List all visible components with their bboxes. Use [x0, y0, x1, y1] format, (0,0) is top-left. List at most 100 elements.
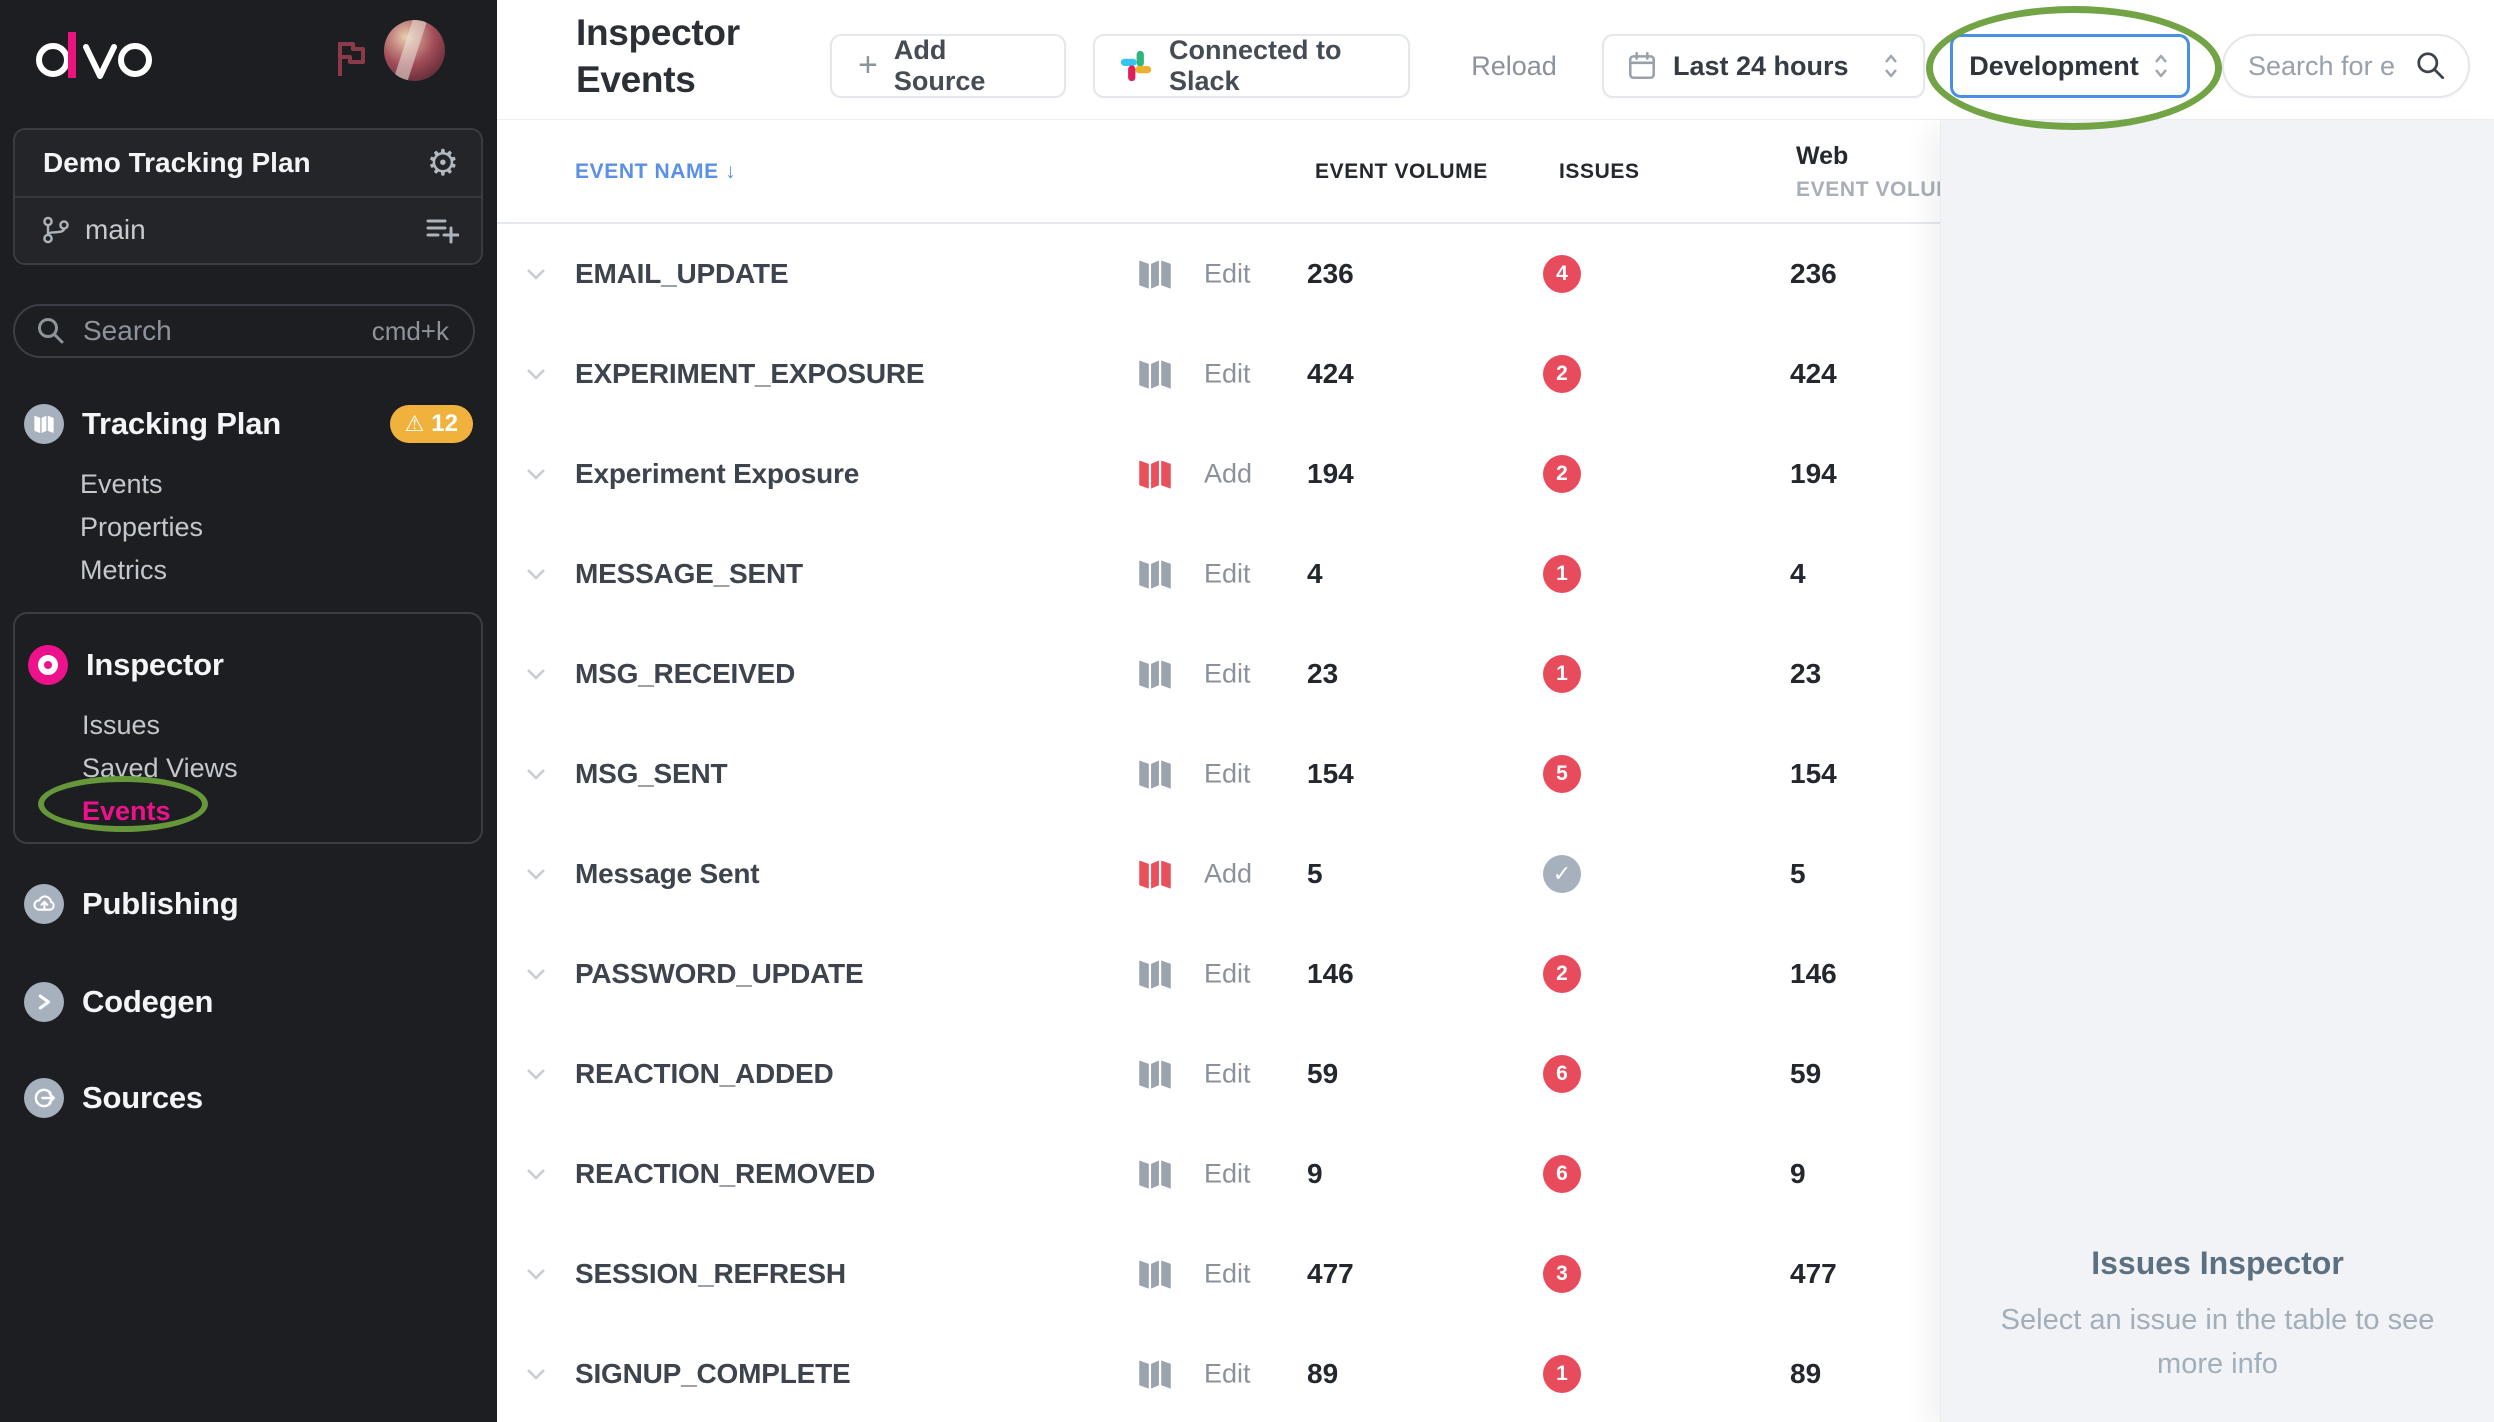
row-expand-chevron-icon[interactable]: [525, 767, 547, 781]
issues-badge[interactable]: 6: [1543, 1155, 1581, 1193]
time-range-select[interactable]: Last 24 hours: [1602, 34, 1925, 98]
avo-logo[interactable]: [32, 30, 157, 80]
event-search-input[interactable]: Search for e: [2222, 34, 2470, 98]
row-action[interactable]: Add: [1204, 858, 1253, 889]
branch-row[interactable]: main: [15, 196, 481, 263]
event-name[interactable]: MSG_RECEIVED: [575, 658, 796, 689]
calendar-icon: [1626, 50, 1658, 82]
issues-badge[interactable]: 4: [1543, 255, 1581, 293]
row-expand-chevron-icon[interactable]: [525, 567, 547, 581]
row-action[interactable]: Edit: [1204, 1058, 1251, 1089]
row-action[interactable]: Edit: [1204, 958, 1251, 989]
row-expand-chevron-icon[interactable]: [525, 1367, 547, 1381]
issues-badge[interactable]: 1: [1543, 555, 1581, 593]
table-row[interactable]: EMAIL_UPDATE Edit 236 4 ✓ 236: [497, 224, 2494, 324]
sidebar-item-inspector[interactable]: Inspector: [28, 645, 461, 685]
row-expand-chevron-icon[interactable]: [525, 667, 547, 681]
new-branch-icon[interactable]: [425, 214, 459, 246]
web-event-volume: 424: [1790, 358, 1837, 389]
sidebar-search[interactable]: Search cmd+k: [13, 304, 475, 358]
row-action[interactable]: Add: [1204, 458, 1253, 489]
sidebar-item-tracking-plan[interactable]: Tracking Plan ⚠ 12: [24, 404, 473, 444]
event-name[interactable]: EXPERIMENT_EXPOSURE: [575, 358, 925, 389]
row-expand-chevron-icon[interactable]: [525, 1067, 547, 1081]
sidebar-item-tp-properties[interactable]: Properties: [80, 512, 204, 542]
tracking-plan-status-icon: [1136, 256, 1174, 292]
table-row[interactable]: SESSION_REFRESH Edit 477 3 ✓ 477: [497, 1224, 2494, 1324]
slack-connected-button[interactable]: Connected to Slack: [1093, 34, 1410, 98]
tracking-plan-issue-badge[interactable]: ⚠ 12: [389, 405, 473, 443]
issues-badge[interactable]: 5: [1543, 755, 1581, 793]
sidebar-item-inspector-issues[interactable]: Issues: [82, 710, 161, 740]
column-issues[interactable]: ISSUES: [1559, 160, 1640, 183]
sidebar-item-inspector-events[interactable]: Events: [82, 796, 171, 826]
sidebar-item-publishing[interactable]: Publishing: [24, 884, 473, 924]
table-row[interactable]: REACTION_REMOVED Edit 9 6 ✓ 9: [497, 1124, 2494, 1224]
table-row[interactable]: MSG_SENT Edit 154 5 ✓ 154: [497, 724, 2494, 824]
table-row[interactable]: PASSWORD_UPDATE Edit 146 2 ✓ 146: [497, 924, 2494, 1024]
sidebar-item-tp-metrics[interactable]: Metrics: [80, 555, 167, 585]
column-group-web[interactable]: Web: [1796, 142, 1849, 170]
row-expand-chevron-icon[interactable]: [525, 867, 547, 881]
issues-badge[interactable]: 2: [1543, 455, 1581, 493]
event-name[interactable]: Experiment Exposure: [575, 458, 860, 489]
row-expand-chevron-icon[interactable]: [525, 967, 547, 981]
event-name[interactable]: MESSAGE_SENT: [575, 558, 803, 589]
sidebar-item-tp-events[interactable]: Events: [80, 469, 163, 499]
table-row[interactable]: MESSAGE_SENT Edit 4 1 ✓ 4: [497, 524, 2494, 624]
event-volume: 89: [1307, 1358, 1339, 1389]
row-action[interactable]: Edit: [1204, 358, 1251, 389]
sidebar-item-codegen[interactable]: Codegen: [24, 982, 473, 1022]
event-name[interactable]: MSG_SENT: [575, 758, 728, 789]
event-volume: 424: [1307, 358, 1354, 389]
table-row[interactable]: MSG_RECEIVED Edit 23 1 ✓ 23: [497, 624, 2494, 724]
workspace-row[interactable]: Demo Tracking Plan ⚙: [15, 130, 481, 198]
issues-badge[interactable]: 1: [1543, 1355, 1581, 1393]
git-branch-icon: [41, 215, 71, 245]
issues-badge[interactable]: 2: [1543, 955, 1581, 993]
web-event-volume: 23: [1790, 658, 1822, 689]
event-name[interactable]: PASSWORD_UPDATE: [575, 958, 864, 989]
sidebar-item-inspector-saved-views[interactable]: Saved Views: [82, 753, 238, 783]
row-action[interactable]: Edit: [1204, 658, 1251, 689]
flag-icon[interactable]: [334, 38, 368, 78]
row-action[interactable]: Edit: [1204, 558, 1251, 589]
add-source-button[interactable]: + Add Source: [830, 34, 1066, 98]
event-name[interactable]: SESSION_REFRESH: [575, 1258, 846, 1289]
event-name[interactable]: SIGNUP_COMPLETE: [575, 1358, 851, 1389]
row-expand-chevron-icon[interactable]: [525, 267, 547, 281]
row-expand-chevron-icon[interactable]: [525, 367, 547, 381]
row-expand-chevron-icon[interactable]: [525, 1267, 547, 1281]
event-volume: 154: [1307, 758, 1354, 789]
event-name[interactable]: REACTION_REMOVED: [575, 1158, 876, 1189]
column-event-name[interactable]: EVENT NAME ↓: [575, 160, 737, 183]
row-action[interactable]: Edit: [1204, 1358, 1251, 1389]
table-row[interactable]: EXPERIMENT_EXPOSURE Edit 424 2 ✓ 424: [497, 324, 2494, 424]
sidebar-item-sources[interactable]: Sources: [24, 1078, 473, 1118]
row-action[interactable]: Edit: [1204, 1258, 1251, 1289]
issues-badge[interactable]: 2: [1543, 355, 1581, 393]
table-row[interactable]: Message Sent Add 5 ✓ 5: [497, 824, 2494, 924]
inspector-label: Inspector: [86, 647, 224, 682]
table-row[interactable]: REACTION_ADDED Edit 59 6 ✓ 59: [497, 1024, 2494, 1124]
tracking-plan-label: Tracking Plan: [82, 406, 281, 441]
row-action[interactable]: Edit: [1204, 758, 1251, 789]
reload-button[interactable]: Reload: [1471, 50, 1557, 81]
row-expand-chevron-icon[interactable]: [525, 1167, 547, 1181]
settings-gear-icon[interactable]: ⚙: [426, 142, 459, 183]
environment-select[interactable]: Development: [1950, 34, 2190, 98]
row-action[interactable]: Edit: [1204, 1158, 1251, 1189]
event-name[interactable]: REACTION_ADDED: [575, 1058, 834, 1089]
column-web-event-volume: EVENT VOLUME: [1796, 178, 1969, 201]
column-event-volume[interactable]: EVENT VOLUME: [1315, 160, 1488, 183]
issues-badge[interactable]: 3: [1543, 1255, 1581, 1293]
issues-badge[interactable]: 6: [1543, 1055, 1581, 1093]
issues-badge[interactable]: 1: [1543, 655, 1581, 693]
row-action[interactable]: Edit: [1204, 258, 1251, 289]
event-name[interactable]: Message Sent: [575, 858, 760, 889]
row-expand-chevron-icon[interactable]: [525, 467, 547, 481]
event-name[interactable]: EMAIL_UPDATE: [575, 258, 789, 289]
table-row[interactable]: SIGNUP_COMPLETE Edit 89 1 ✓ 89: [497, 1324, 2494, 1422]
table-row[interactable]: Experiment Exposure Add 194 2 ✓ 194: [497, 424, 2494, 524]
user-avatar[interactable]: [384, 20, 445, 81]
